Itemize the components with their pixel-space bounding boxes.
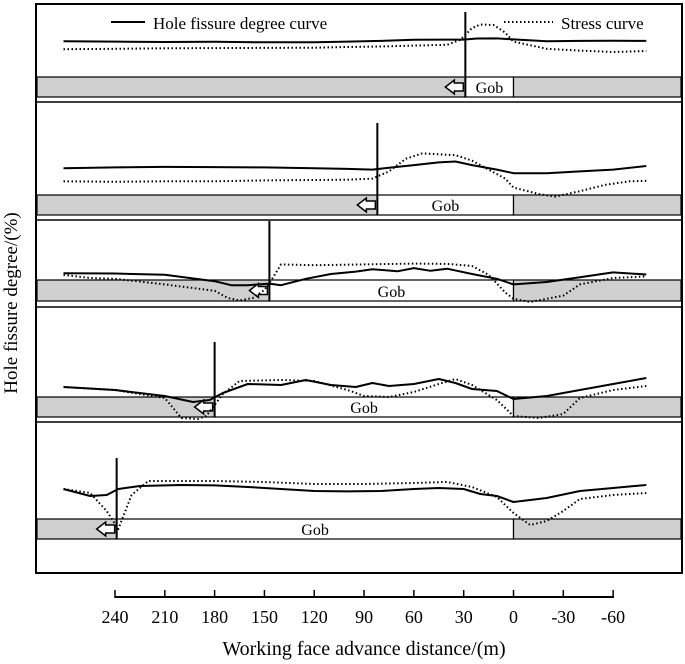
hole-fissure-curve <box>63 37 647 44</box>
legend-label-stress: Stress curve <box>561 14 644 33</box>
panel-5: Gob <box>36 458 682 540</box>
panel-4: Gob <box>36 342 682 423</box>
x-tick-label: 60 <box>405 607 423 627</box>
legend-label-hole-fissure: Hole fissure degree curve <box>153 14 327 33</box>
hole-fissure-curve <box>63 160 647 175</box>
strata-bar-right <box>512 76 682 98</box>
advance-arrow-icon <box>95 520 116 538</box>
stress-curve <box>63 480 647 530</box>
panels: Gob Gob Gob Gob Gob <box>36 12 682 540</box>
strata-bar-left <box>36 194 378 216</box>
gob-label: Gob <box>350 400 378 417</box>
panel-3: Gob <box>36 221 682 308</box>
strata-bar-right <box>512 194 682 216</box>
gob-label: Gob <box>432 198 460 215</box>
x-tick-label: 150 <box>251 607 278 627</box>
x-tick-label: 240 <box>102 607 129 627</box>
panel-1: Gob <box>36 12 682 103</box>
hole-fissure-curve <box>63 267 647 287</box>
advance-arrow-icon <box>444 78 465 96</box>
gob-label: Gob <box>301 522 329 539</box>
plot-frame <box>35 3 683 574</box>
stress-curve <box>63 262 647 303</box>
stress-curve <box>63 152 647 198</box>
strata-bar-left <box>36 279 271 302</box>
advance-arrow-icon <box>356 196 377 214</box>
x-axis-label: Working face advance distance/(m) <box>222 638 505 660</box>
hole-fissure-curve <box>63 484 647 503</box>
panel-2: Gob <box>36 123 682 221</box>
legend: Hole fissure degree curve Stress curve <box>111 14 644 33</box>
strata-bar-left <box>36 76 466 98</box>
x-tick-label: -60 <box>601 607 625 627</box>
stress-curve <box>63 378 647 420</box>
x-tick-label: 90 <box>355 607 373 627</box>
y-axis-label: Hole fissure degree/(%) <box>1 212 22 393</box>
gob-label: Gob <box>476 80 504 97</box>
strata-bar-right <box>512 279 682 302</box>
x-tick-label: 30 <box>455 607 473 627</box>
hole-fissure-curve <box>63 377 647 403</box>
x-tick-label: 0 <box>509 607 518 627</box>
x-axis: 240 210 180 150 120 90 60 30 0 -30 -60 <box>102 590 625 627</box>
strata-bar-right <box>512 518 682 540</box>
x-tick-label: 120 <box>301 607 328 627</box>
x-tick-label: 180 <box>201 607 228 627</box>
strata-bar-right <box>512 396 682 418</box>
gob-label: Gob <box>378 284 406 301</box>
x-tick-label: 210 <box>151 607 178 627</box>
x-tick-label: -30 <box>551 607 575 627</box>
